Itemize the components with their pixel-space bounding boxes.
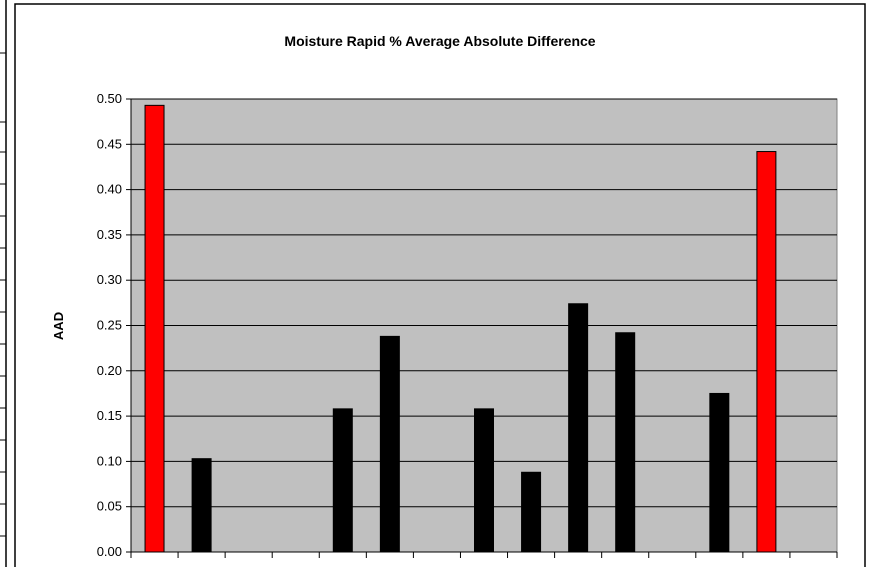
bar — [568, 303, 589, 553]
highlighted-bar — [756, 151, 777, 553]
bar — [379, 335, 400, 553]
highlighted-bar — [144, 104, 165, 553]
chart-title: Moisture Rapid % Average Absolute Differ… — [284, 33, 595, 49]
y-tick-label: 0.40 — [97, 182, 122, 197]
plot-area: 0.00 0.05 0.10 0.15 0.20 0.25 0.30 0.35 0.40 0.45… — [97, 91, 838, 559]
adjacent-table-edge — [0, 0, 7, 567]
y-tick-label: 0.25 — [97, 318, 122, 333]
bar — [332, 408, 353, 553]
bar — [709, 392, 730, 553]
y-tick-label: 0.35 — [97, 227, 122, 242]
y-tick-label: 0.50 — [97, 91, 122, 106]
y-tick-label: 0.10 — [97, 453, 122, 468]
bar — [521, 471, 542, 553]
y-tick-label: 0.30 — [97, 272, 122, 287]
y-tick-label: 0.00 — [97, 544, 122, 559]
y-tick-label: 0.20 — [97, 363, 122, 378]
bar — [474, 408, 494, 553]
bar — [191, 458, 212, 553]
y-tick-label: 0.05 — [97, 499, 122, 514]
bar — [615, 332, 636, 553]
y-tick-label: 0.15 — [97, 408, 122, 423]
y-tick-label: 0.45 — [97, 136, 122, 151]
y-axis-title: AAD — [51, 312, 66, 340]
